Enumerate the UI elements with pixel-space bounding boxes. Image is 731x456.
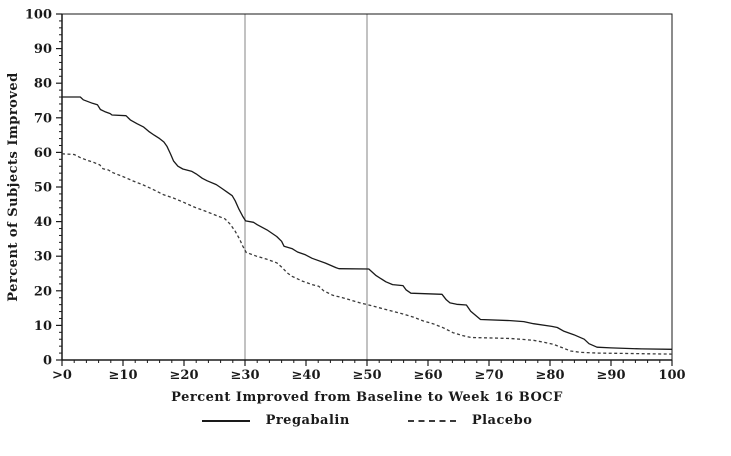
x-tick-label: ≥40 [292,368,321,383]
y-tick-label: 50 [34,181,52,196]
y-tick-label: 20 [34,284,52,299]
legend-label-pregabalin: Pregabalin [265,413,350,428]
x-axis-label: Percent Improved from Baseline to Week 1… [171,390,563,405]
legend-label-placebo: Placebo [471,413,533,428]
x-tick-label: 100 [658,368,685,383]
y-tick-label: 100 [25,8,52,23]
x-tick-label: ≥70 [475,368,504,383]
x-tick-label: ≥80 [536,368,565,383]
x-tick-label: >0 [52,368,72,383]
y-tick-label: 90 [34,42,52,57]
x-tick-label: ≥90 [597,368,626,383]
series-curve-pregabalin [62,96,673,350]
y-tick-label: 40 [34,215,52,230]
series-curve-placebo [61,153,673,355]
y-tick-label: 80 [34,77,52,92]
y-tick-label: 70 [34,111,52,126]
x-tick-label: ≥30 [231,368,260,383]
x-tick-label: ≥60 [414,368,443,383]
y-tick-label: 60 [34,146,52,161]
y-tick-label: 0 [43,354,52,369]
legend: Pregabalin Placebo [62,413,672,428]
dashed-line-swatch [407,419,456,422]
x-tick-label: ≥10 [109,368,138,383]
y-tick-label: 30 [34,250,52,265]
y-axis-label: Percent of Subjects Improved [6,72,21,302]
x-tick-label: ≥20 [170,368,199,383]
x-tick-label: ≥50 [353,368,382,383]
y-tick-label: 10 [34,319,52,334]
legend-item-pregabalin: Pregabalin [201,413,350,428]
legend-item-placebo: Placebo [407,413,533,428]
solid-line-swatch [201,419,250,422]
